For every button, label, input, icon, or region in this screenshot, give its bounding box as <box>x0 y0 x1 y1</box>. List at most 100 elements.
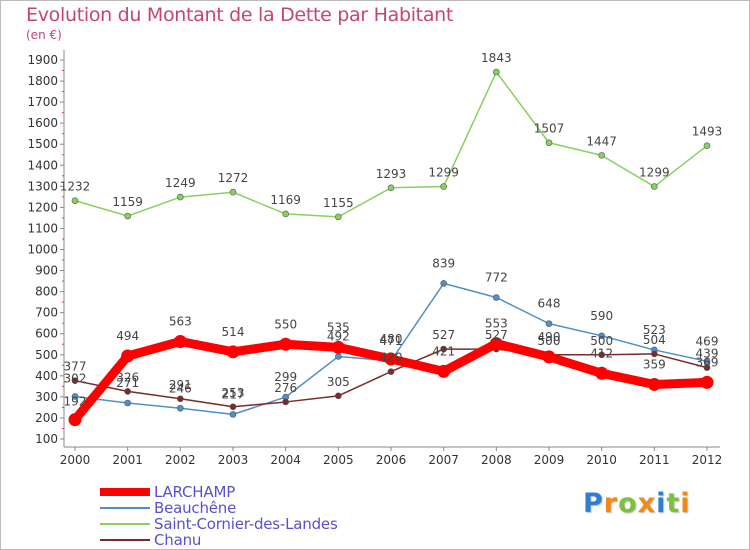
x-tick-label: 2003 <box>218 453 249 467</box>
logo-letter: i <box>680 488 691 519</box>
logo-letter: x <box>637 488 657 519</box>
data-label: 369 <box>696 355 719 369</box>
data-label: 527 <box>485 328 508 342</box>
data-label: 648 <box>538 297 561 311</box>
data-point <box>440 345 447 353</box>
data-label: 1507 <box>534 122 565 136</box>
data-label: 377 <box>64 360 87 374</box>
y-tick-label: 1600 <box>27 116 58 130</box>
data-label: 500 <box>538 334 561 348</box>
data-label: 563 <box>169 315 192 329</box>
data-label: 412 <box>590 346 613 360</box>
data-label: 246 <box>169 381 192 395</box>
data-label: 772 <box>485 271 508 285</box>
y-tick-label: 900 <box>35 264 58 278</box>
y-tick-label: 1300 <box>27 179 58 193</box>
data-label: 1299 <box>639 166 670 180</box>
chart-subtitle: (en €) <box>26 28 62 42</box>
logo-letter: t <box>666 488 681 519</box>
x-tick-label: 2006 <box>376 453 407 467</box>
data-point <box>598 351 605 359</box>
data-point <box>282 398 289 406</box>
data-label: 494 <box>116 329 139 343</box>
legend-item: Saint-Cornier-des-Landes <box>100 515 338 533</box>
y-tick-label: 1000 <box>27 243 58 257</box>
data-point <box>493 68 500 76</box>
data-point <box>124 399 131 407</box>
y-tick-label: 1200 <box>27 200 58 214</box>
proxiti-logo: Proxiti <box>583 488 691 519</box>
logo-letter: r <box>603 488 619 519</box>
legend-swatch <box>100 539 150 541</box>
data-point <box>384 352 398 366</box>
data-point <box>651 350 658 358</box>
data-point <box>489 337 503 351</box>
data-label: 527 <box>432 328 455 342</box>
x-tick-label: 2008 <box>481 453 512 467</box>
data-label: 1155 <box>323 196 354 210</box>
data-label: 492 <box>327 329 350 343</box>
data-point <box>68 413 82 427</box>
data-point <box>493 294 500 301</box>
data-label: 271 <box>116 376 139 390</box>
y-tick-label: 400 <box>35 369 58 383</box>
data-label: 1169 <box>270 193 301 207</box>
data-point <box>335 392 342 400</box>
data-point <box>545 139 553 147</box>
data-label: 217 <box>222 387 245 401</box>
data-point <box>71 197 79 204</box>
data-label: 1249 <box>165 176 196 190</box>
x-tick-label: 2000 <box>60 453 91 467</box>
legend-label: LARCHAMP <box>154 483 236 501</box>
data-label: 1272 <box>218 171 249 185</box>
data-label: 514 <box>222 325 245 339</box>
data-point <box>173 335 187 349</box>
y-tick-label: 1100 <box>27 221 58 235</box>
data-label: 192 <box>64 395 87 409</box>
data-point <box>647 377 661 391</box>
data-label: 500 <box>590 334 613 348</box>
data-point <box>71 393 79 400</box>
data-label: 253 <box>222 386 245 400</box>
data-point <box>124 388 131 395</box>
x-tick-label: 2001 <box>112 453 143 467</box>
data-label: 420 <box>380 351 403 365</box>
data-point <box>545 320 553 327</box>
data-label: 480 <box>380 332 403 346</box>
data-point <box>229 411 237 418</box>
legend-item: Chanu <box>100 531 338 549</box>
y-tick-label: 600 <box>35 327 58 341</box>
y-tick-label: 300 <box>35 390 58 404</box>
data-point <box>542 350 556 364</box>
data-point <box>282 210 289 218</box>
y-tick-label: 1400 <box>27 158 58 172</box>
y-tick-label: 100 <box>35 432 58 446</box>
data-point <box>437 364 451 378</box>
legend-label: Saint-Cornier-des-Landes <box>154 515 338 533</box>
data-label: 550 <box>274 317 297 331</box>
data-label: 439 <box>696 347 719 361</box>
data-point <box>335 213 342 221</box>
data-point <box>177 404 184 412</box>
data-point <box>124 212 131 220</box>
data-point <box>121 349 135 363</box>
data-point <box>177 395 184 403</box>
data-label: 359 <box>643 357 666 371</box>
logo-letter: i <box>656 488 667 519</box>
y-tick-label: 500 <box>35 348 58 362</box>
data-point <box>229 188 237 196</box>
data-label: 326 <box>116 370 139 384</box>
data-point <box>387 184 395 192</box>
x-tick-label: 2009 <box>534 453 565 467</box>
x-tick-label: 2002 <box>165 453 196 467</box>
chart-legend: LARCHAMP Beauchêne Saint-Cornier-des-Lande… <box>100 483 338 549</box>
data-point <box>279 337 293 351</box>
data-point <box>703 364 711 371</box>
data-label: 1232 <box>60 180 91 194</box>
x-tick-label: 2005 <box>323 453 354 467</box>
legend-label: Chanu <box>154 531 202 549</box>
data-label: 504 <box>643 333 666 347</box>
x-tick-label: 2004 <box>270 453 301 467</box>
